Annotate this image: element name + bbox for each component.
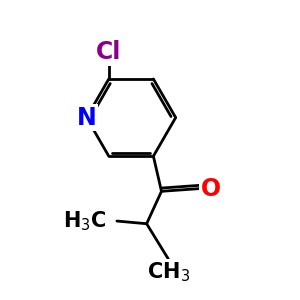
Text: Cl: Cl: [96, 40, 122, 64]
Text: CH$_3$: CH$_3$: [147, 260, 190, 284]
Text: O: O: [201, 177, 221, 201]
Text: N: N: [76, 106, 96, 130]
Text: H$_3$C: H$_3$C: [63, 209, 106, 233]
